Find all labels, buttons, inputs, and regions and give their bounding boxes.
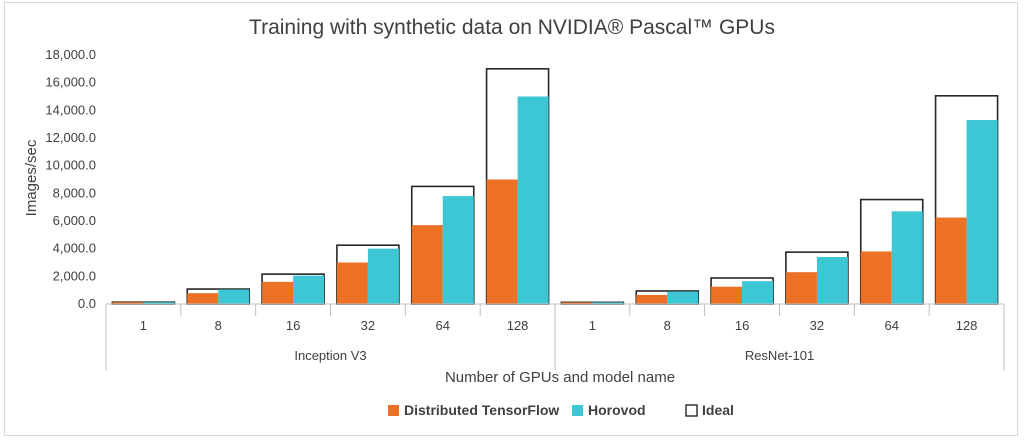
y-tick-label: 2,000.0 (53, 268, 96, 283)
y-tick-label: 16,000.0 (45, 75, 96, 90)
bar-distributed-tensorflow (561, 302, 593, 304)
x-tick-label: 64 (885, 318, 899, 333)
y-tick-label: 14,000.0 (45, 102, 96, 117)
bar-distributed-tensorflow (636, 295, 668, 304)
x-tick-label: 8 (215, 318, 222, 333)
y-tick-label: 6,000.0 (53, 213, 96, 228)
bar-horovod (816, 256, 848, 304)
bar-horovod (143, 302, 175, 304)
x-tick-label: 64 (436, 318, 450, 333)
bar-distributed-tensorflow (262, 281, 294, 304)
chart-title: Training with synthetic data on NVIDIA® … (249, 16, 775, 39)
bar-distributed-tensorflow (785, 272, 817, 304)
bar-distributed-tensorflow (711, 286, 743, 304)
bar-horovod (966, 120, 998, 305)
bar-horovod (592, 302, 624, 304)
legend: Distributed TensorFlow Horovod Ideal (388, 402, 734, 418)
y-tick-label: 10,000.0 (45, 158, 96, 173)
legend-swatch (572, 405, 583, 416)
legend-swatch (685, 404, 698, 417)
bar-horovod (293, 275, 325, 304)
x-tick-label: 32 (361, 318, 375, 333)
x-tick-label: 16 (286, 318, 300, 333)
bar-horovod (218, 289, 250, 304)
bar-horovod (742, 281, 774, 304)
legend-swatch (388, 405, 399, 416)
x-axis-title: Number of GPUs and model name (445, 369, 675, 386)
bar-distributed-tensorflow (187, 293, 219, 304)
x-tick-label: 16 (735, 318, 749, 333)
plot-area: 0.0 2,000.0 4,000.0 6,000.0 8,000.0 10,000.0 1… (45, 47, 1005, 370)
bar-distributed-tensorflow (860, 251, 892, 304)
legend-label: Ideal (702, 402, 734, 418)
bar-horovod (517, 96, 549, 304)
x-tick-label: 8 (664, 318, 671, 333)
x-tick-label: 1 (140, 318, 147, 333)
x-tick-label: 1 (589, 318, 596, 333)
legend-label: Distributed TensorFlow (404, 402, 559, 418)
bar-distributed-tensorflow (112, 302, 144, 304)
y-tick-label: 4,000.0 (53, 241, 96, 256)
legend-label: Horovod (588, 402, 646, 418)
x-tick-label: 128 (507, 318, 529, 333)
group-label: ResNet-101 (745, 348, 814, 363)
bar-horovod (367, 248, 399, 304)
group-label: Inception V3 (294, 348, 366, 363)
y-tick-label: 0.0 (78, 296, 96, 311)
bar-horovod (442, 196, 474, 304)
y-tick-label: 8,000.0 (53, 185, 96, 200)
bar-distributed-tensorflow (486, 179, 518, 304)
chart-frame (4, 2, 1018, 436)
x-tick-label: 128 (956, 318, 978, 333)
y-tick-label: 12,000.0 (45, 130, 96, 145)
x-tick-label: 32 (810, 318, 824, 333)
bar-distributed-tensorflow (935, 217, 967, 304)
bar-horovod (667, 291, 699, 304)
y-axis-title: Images/sec (23, 139, 40, 216)
bar-distributed-tensorflow (411, 225, 443, 304)
bar-horovod (891, 211, 923, 304)
y-tick-label: 18,000.0 (45, 47, 96, 62)
bar-distributed-tensorflow (336, 262, 368, 304)
